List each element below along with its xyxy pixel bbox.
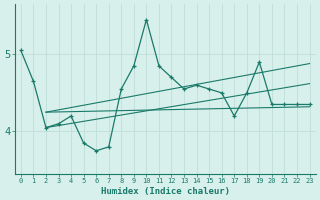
X-axis label: Humidex (Indice chaleur): Humidex (Indice chaleur): [101, 187, 230, 196]
